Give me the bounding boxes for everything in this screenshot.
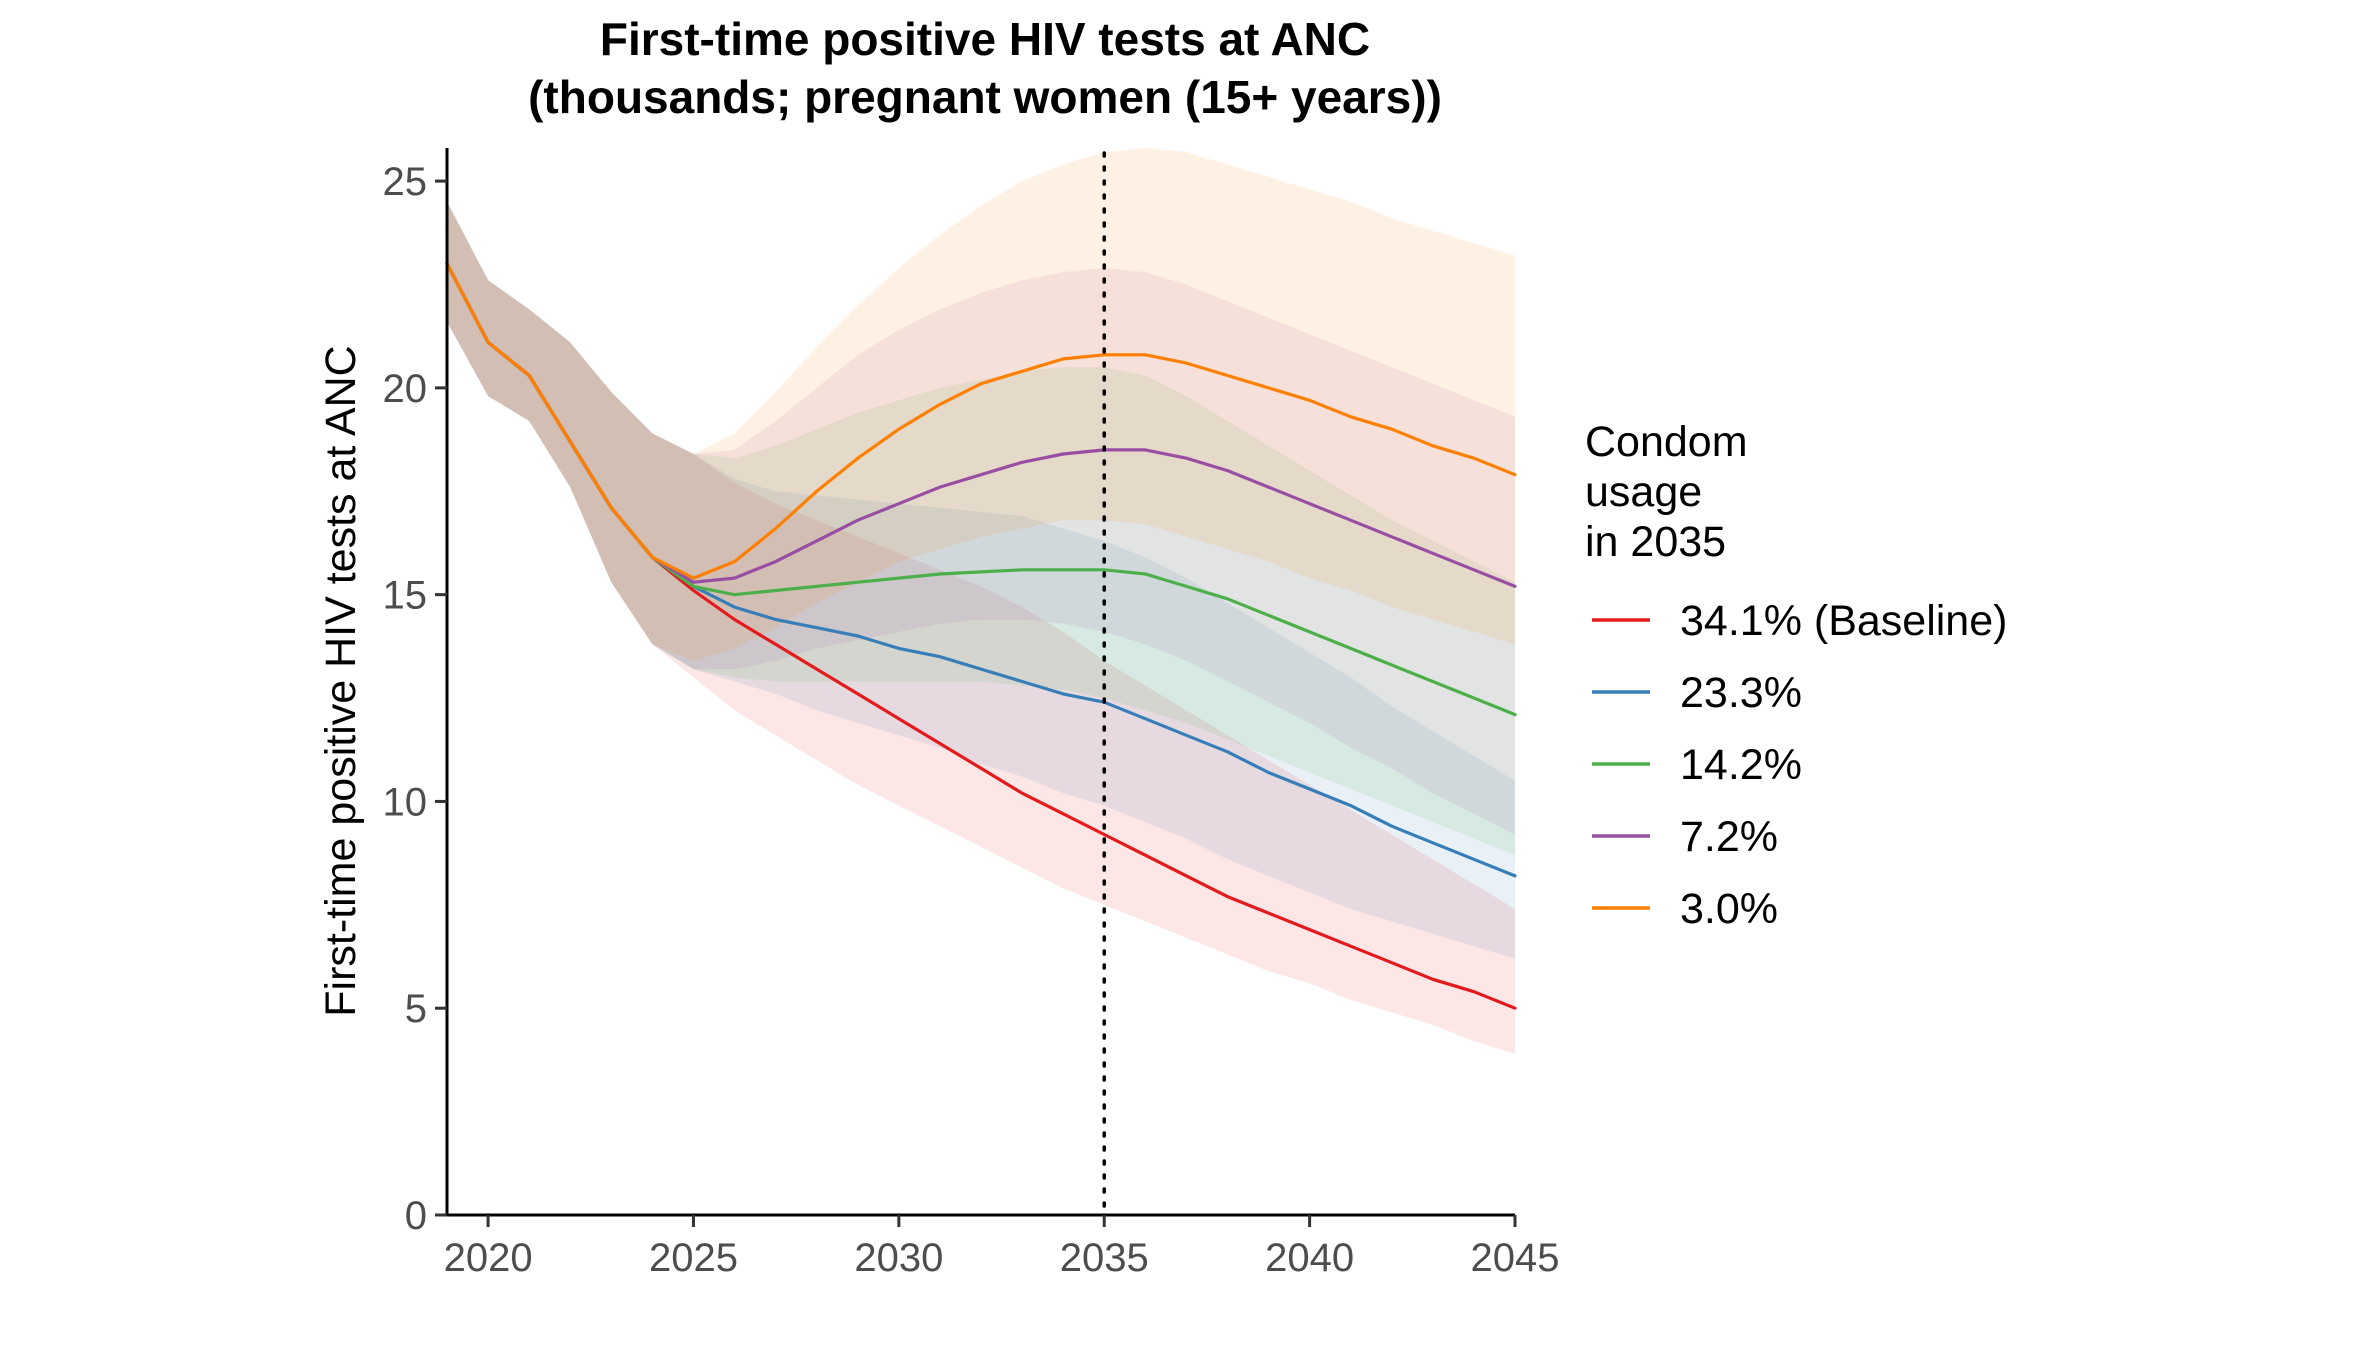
legend-label-23-3: 23.3% <box>1680 669 1802 717</box>
y-tick-label: 0 <box>405 1194 427 1238</box>
legend-title-line-3: in 2035 <box>1585 518 1726 566</box>
band-23-3 <box>447 201 1515 959</box>
legend-label-7-2: 7.2% <box>1680 813 1778 861</box>
y-tick-label: 15 <box>383 574 428 618</box>
band-7-2 <box>447 201 1515 835</box>
y-tick-label: 25 <box>383 160 428 204</box>
line-3-0 <box>445 262 1517 580</box>
x-tick-label: 2030 <box>854 1236 943 1280</box>
y-axis-ticks: 0 5 10 15 20 25 <box>383 160 447 1238</box>
legend-items: 34.1% (Baseline) 23.3% 14.2% 7.2% 3.0% <box>1592 597 2007 933</box>
x-tick-label: 2045 <box>1471 1236 1560 1280</box>
axes <box>445 148 1515 1217</box>
band-3-0 <box>447 148 1515 661</box>
legend-title-line-2: usage <box>1585 468 1702 516</box>
chart-title-line-1: First-time positive HIV tests at ANC <box>600 13 1370 65</box>
x-tick-label: 2035 <box>1060 1236 1149 1280</box>
legend: Condom usage in 2035 34.1% (Baseline) 23.… <box>1585 418 2007 933</box>
x-tick-label: 2020 <box>444 1236 533 1280</box>
band-34-1-baseline <box>447 201 1515 1054</box>
legend-label-34-1-baseline: 34.1% (Baseline) <box>1680 597 2007 645</box>
y-axis-title: First-time positive HIV tests at ANC <box>317 345 365 1016</box>
legend-label-3-0: 3.0% <box>1680 885 1778 933</box>
chart-title: First-time positive HIV tests at ANC (th… <box>528 13 1442 123</box>
legend-title-line-1: Condom <box>1585 418 1748 466</box>
legend-label-14-2: 14.2% <box>1680 741 1802 789</box>
x-axis-ticks: 2020 2025 2030 2035 2040 2045 <box>444 1215 1560 1280</box>
series-lines <box>445 262 1517 1010</box>
confidence-bands <box>447 148 1515 1054</box>
chart-title-line-2: (thousands; pregnant women (15+ years)) <box>528 71 1442 123</box>
band-14-2 <box>447 201 1515 856</box>
y-tick-label: 10 <box>383 780 428 824</box>
x-tick-label: 2040 <box>1265 1236 1354 1280</box>
y-tick-label: 20 <box>383 367 428 411</box>
x-tick-label: 2025 <box>649 1236 738 1280</box>
y-tick-label: 5 <box>405 987 427 1031</box>
